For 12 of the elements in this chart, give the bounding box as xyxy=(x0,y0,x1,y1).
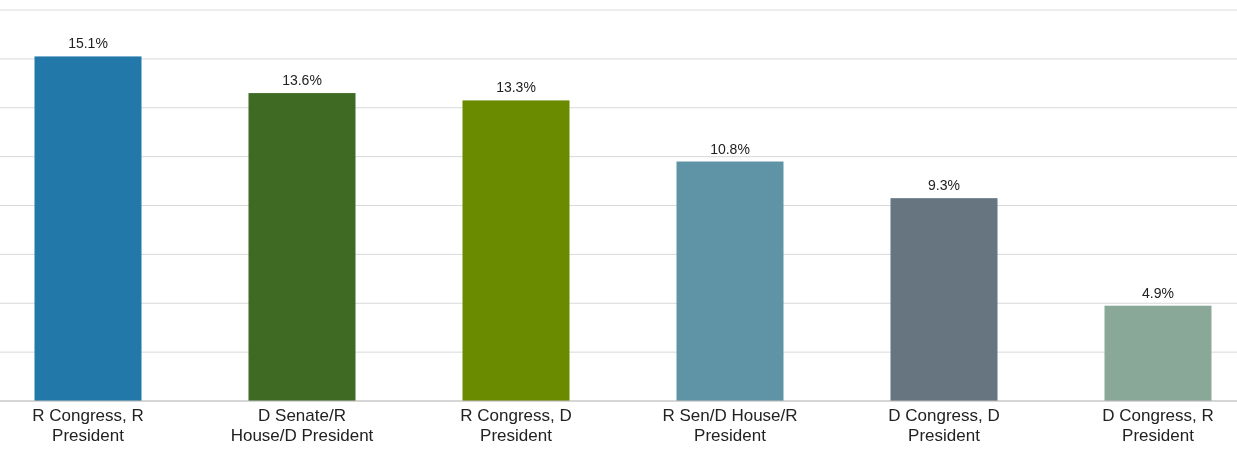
x-tick-label: R Sen/D House/R President xyxy=(662,406,798,445)
x-tick-label: D Senate/R House/D President xyxy=(230,406,374,445)
x-tick-label: D Congress, D President xyxy=(888,406,1000,445)
data-label: 10.8% xyxy=(710,140,750,157)
x-tick-label: D Congress, R President xyxy=(1102,406,1214,445)
data-label: 13.6% xyxy=(282,72,322,89)
data-label: 13.3% xyxy=(496,79,536,96)
data-label: 15.1% xyxy=(68,35,108,52)
x-tick-label: R Congress, R President xyxy=(32,406,144,445)
data-label: 9.3% xyxy=(928,177,960,194)
x-tick-label: R Congress, D President xyxy=(460,406,572,445)
data-label: 4.9% xyxy=(1142,284,1174,301)
